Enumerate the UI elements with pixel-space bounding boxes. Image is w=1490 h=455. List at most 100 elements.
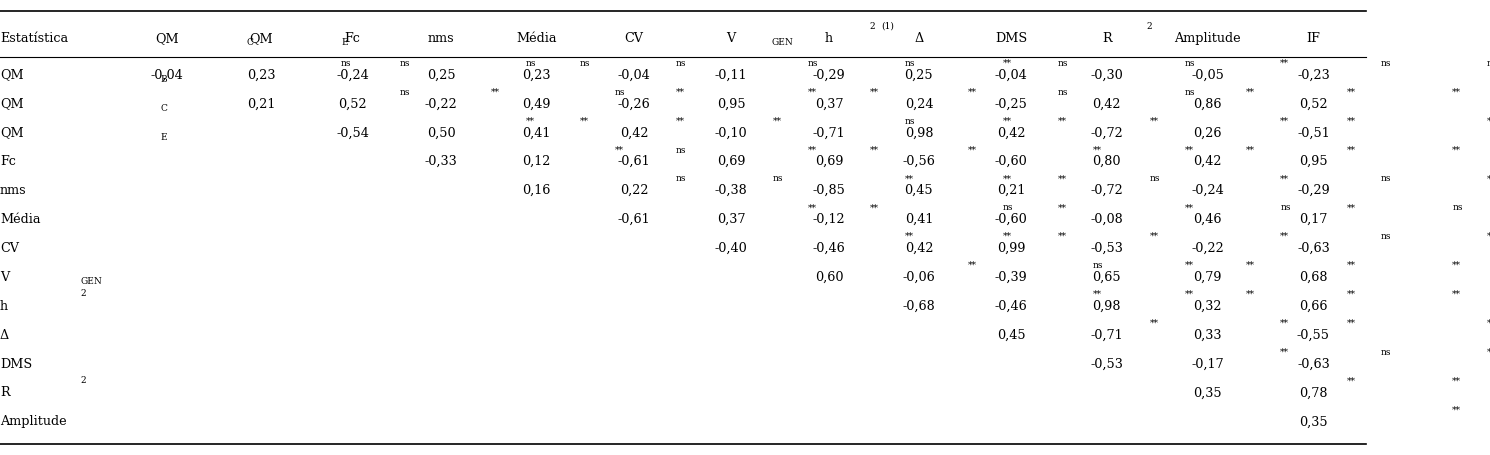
Text: **: ** bbox=[1347, 261, 1356, 270]
Text: **: ** bbox=[1185, 261, 1193, 270]
Text: -0,53: -0,53 bbox=[1091, 358, 1123, 370]
Text: V: V bbox=[727, 32, 736, 45]
Text: 0,32: 0,32 bbox=[1193, 300, 1222, 313]
Text: **: ** bbox=[492, 88, 501, 97]
Text: 0,79: 0,79 bbox=[1193, 271, 1222, 284]
Text: 0,24: 0,24 bbox=[904, 97, 933, 111]
Text: -0,61: -0,61 bbox=[617, 155, 650, 168]
Text: -0,72: -0,72 bbox=[1091, 126, 1123, 139]
Text: -0,17: -0,17 bbox=[1191, 358, 1223, 370]
Text: ns: ns bbox=[675, 59, 685, 68]
Text: **: ** bbox=[1150, 232, 1159, 241]
Text: **: ** bbox=[808, 88, 817, 97]
Text: -0,25: -0,25 bbox=[994, 97, 1028, 111]
Text: **: ** bbox=[1246, 146, 1255, 155]
Text: **: ** bbox=[870, 88, 879, 97]
Text: 0,46: 0,46 bbox=[1193, 213, 1222, 226]
Text: **: ** bbox=[1280, 116, 1289, 126]
Text: -0,29: -0,29 bbox=[812, 69, 845, 81]
Text: (1): (1) bbox=[881, 22, 894, 30]
Text: **: ** bbox=[904, 232, 913, 241]
Text: Δ: Δ bbox=[915, 32, 924, 45]
Text: Amplitude: Amplitude bbox=[1174, 32, 1241, 45]
Text: 0,50: 0,50 bbox=[426, 126, 456, 139]
Text: ns: ns bbox=[399, 59, 410, 68]
Text: -0,11: -0,11 bbox=[715, 69, 748, 81]
Text: -0,68: -0,68 bbox=[903, 300, 936, 313]
Text: nms: nms bbox=[428, 32, 454, 45]
Text: -0,53: -0,53 bbox=[1091, 242, 1123, 255]
Text: 0,68: 0,68 bbox=[1299, 271, 1328, 284]
Text: 0,16: 0,16 bbox=[523, 184, 551, 197]
Text: V: V bbox=[0, 271, 9, 284]
Text: 0,78: 0,78 bbox=[1299, 386, 1328, 399]
Text: -0,85: -0,85 bbox=[812, 184, 845, 197]
Text: -0,10: -0,10 bbox=[715, 126, 748, 139]
Text: -0,63: -0,63 bbox=[1298, 358, 1329, 370]
Text: 0,86: 0,86 bbox=[1193, 97, 1222, 111]
Text: **: ** bbox=[808, 146, 817, 155]
Text: 0,37: 0,37 bbox=[717, 213, 745, 226]
Text: 0,69: 0,69 bbox=[815, 155, 843, 168]
Text: ns: ns bbox=[904, 59, 915, 68]
Text: **: ** bbox=[1150, 319, 1159, 328]
Text: **: ** bbox=[1347, 319, 1356, 328]
Text: **: ** bbox=[1003, 174, 1012, 183]
Text: 2: 2 bbox=[1147, 22, 1152, 30]
Text: GEN: GEN bbox=[80, 277, 101, 286]
Text: **: ** bbox=[614, 146, 623, 155]
Text: **: ** bbox=[1347, 377, 1356, 386]
Text: **: ** bbox=[1003, 116, 1012, 126]
Text: **: ** bbox=[1280, 232, 1289, 241]
Text: **: ** bbox=[773, 116, 782, 126]
Text: **: ** bbox=[904, 174, 913, 183]
Text: **: ** bbox=[968, 88, 977, 97]
Text: 0,69: 0,69 bbox=[717, 155, 745, 168]
Text: ns: ns bbox=[1092, 261, 1103, 270]
Text: h: h bbox=[825, 32, 833, 45]
Text: **: ** bbox=[675, 116, 684, 126]
Text: 0,42: 0,42 bbox=[1092, 97, 1120, 111]
Text: **: ** bbox=[1487, 174, 1490, 183]
Text: 0,80: 0,80 bbox=[1092, 155, 1120, 168]
Text: ns: ns bbox=[1487, 59, 1490, 68]
Text: DMS: DMS bbox=[995, 32, 1027, 45]
Text: ns: ns bbox=[1381, 174, 1392, 183]
Text: 0,25: 0,25 bbox=[426, 69, 456, 81]
Text: **: ** bbox=[1092, 146, 1101, 155]
Text: 0,95: 0,95 bbox=[717, 97, 745, 111]
Text: ns: ns bbox=[1185, 59, 1195, 68]
Text: -0,61: -0,61 bbox=[617, 213, 650, 226]
Text: QM: QM bbox=[0, 97, 24, 111]
Text: -0,23: -0,23 bbox=[1298, 69, 1329, 81]
Text: ns: ns bbox=[675, 174, 685, 183]
Text: **: ** bbox=[1347, 116, 1356, 126]
Text: **: ** bbox=[1280, 319, 1289, 328]
Text: **: ** bbox=[1453, 146, 1462, 155]
Text: -0,22: -0,22 bbox=[425, 97, 457, 111]
Text: -0,72: -0,72 bbox=[1091, 184, 1123, 197]
Text: **: ** bbox=[1092, 290, 1101, 299]
Text: -0,55: -0,55 bbox=[1296, 329, 1331, 342]
Text: **: ** bbox=[1487, 348, 1490, 357]
Text: 0,22: 0,22 bbox=[620, 184, 648, 197]
Text: 0,25: 0,25 bbox=[904, 69, 933, 81]
Text: -0,60: -0,60 bbox=[995, 213, 1028, 226]
Text: **: ** bbox=[808, 203, 817, 212]
Text: 0,33: 0,33 bbox=[1193, 329, 1222, 342]
Text: **: ** bbox=[1347, 88, 1356, 97]
Text: ns: ns bbox=[1058, 88, 1068, 97]
Text: ns: ns bbox=[614, 88, 624, 97]
Text: -0,71: -0,71 bbox=[812, 126, 845, 139]
Text: 0,99: 0,99 bbox=[997, 242, 1025, 255]
Text: 0,21: 0,21 bbox=[997, 184, 1025, 197]
Text: DMS: DMS bbox=[0, 358, 33, 370]
Text: **: ** bbox=[1347, 203, 1356, 212]
Text: B: B bbox=[159, 75, 167, 84]
Text: -0,33: -0,33 bbox=[425, 155, 457, 168]
Text: **: ** bbox=[1003, 232, 1012, 241]
Text: -0,38: -0,38 bbox=[715, 184, 748, 197]
Text: ns: ns bbox=[526, 59, 536, 68]
Text: 0,52: 0,52 bbox=[338, 97, 367, 111]
Text: QM: QM bbox=[0, 126, 24, 139]
